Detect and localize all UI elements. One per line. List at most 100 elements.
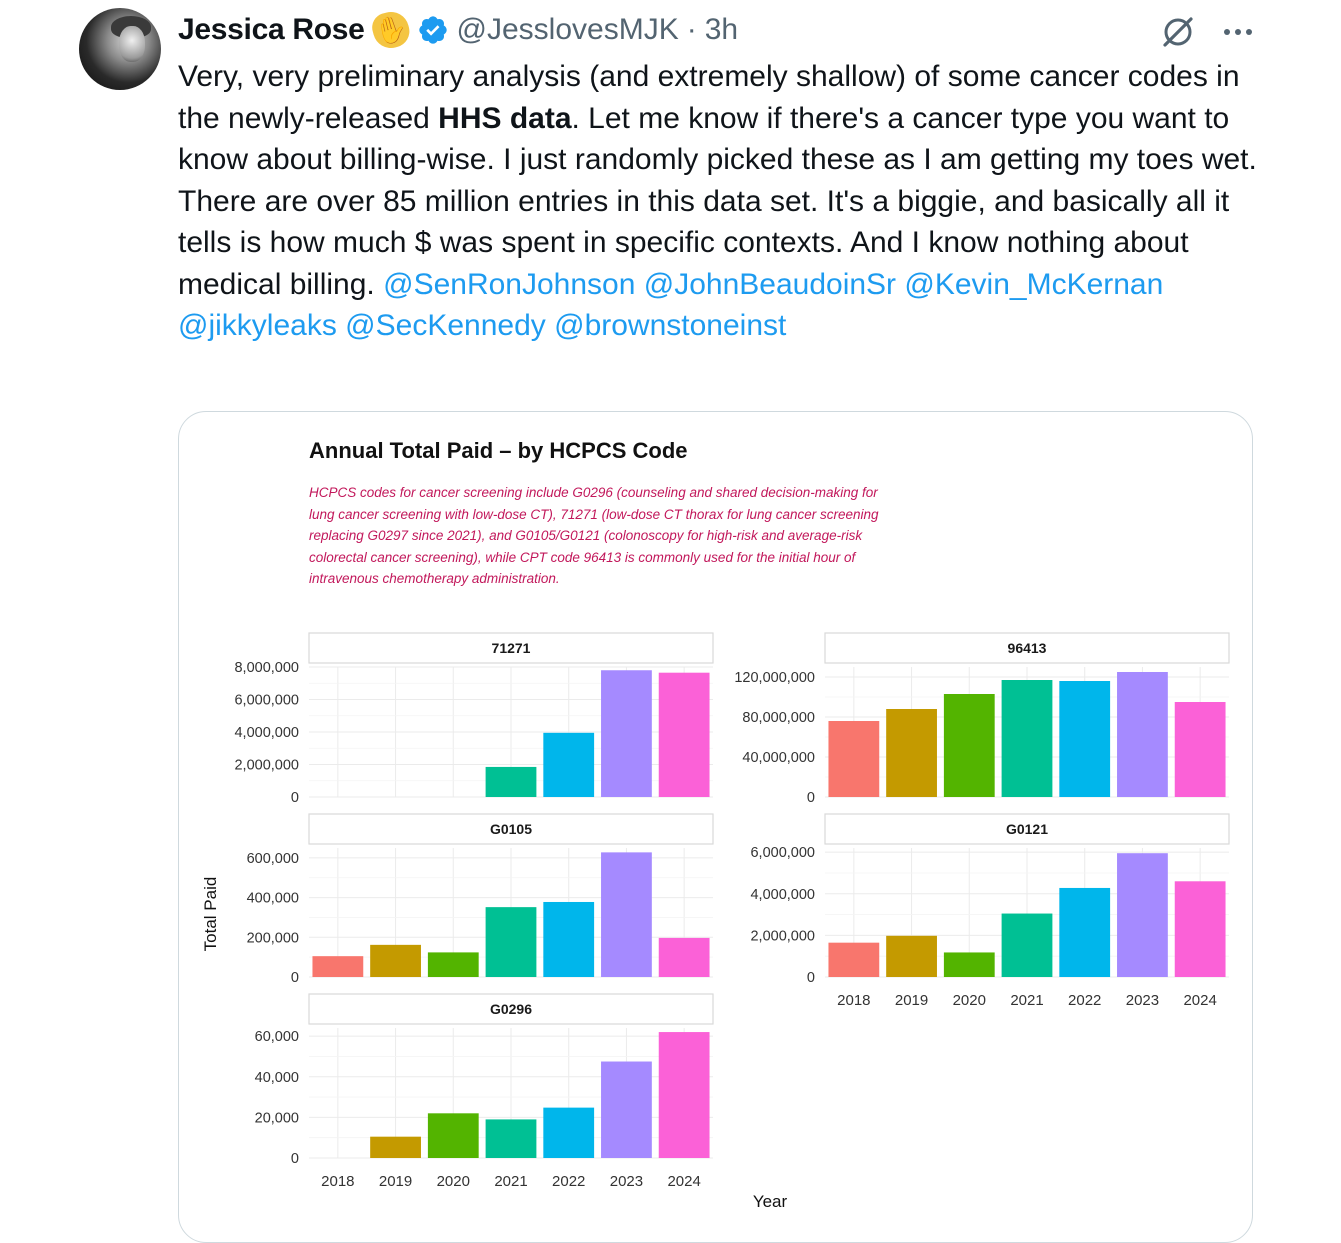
bar-G0105-2018: [312, 956, 364, 977]
bar-71271-2022: [543, 732, 595, 797]
bar-G0105-2020: [427, 952, 479, 977]
verified-badge-icon: [418, 16, 447, 44]
bar-G0105-2021: [485, 907, 537, 977]
mention-link[interactable]: @SenRonJohnson: [383, 267, 636, 301]
bar-G0121-2020: [943, 952, 995, 977]
bar-G0121-2021: [1001, 913, 1053, 977]
x-axis-title: Year: [753, 1192, 788, 1211]
facet-label: 71271: [492, 640, 531, 656]
x-tick-label: 2022: [1068, 992, 1101, 1009]
mention-link[interactable]: @SecKennedy: [345, 309, 546, 342]
bar-G0105-2022: [543, 901, 595, 977]
bar-96413-2024: [1174, 702, 1226, 797]
x-tick-label: 2018: [837, 992, 870, 1009]
bar-96413-2023: [1117, 672, 1168, 797]
y-tick-label: 600,000: [247, 851, 299, 867]
facet-strip: [308, 993, 714, 1025]
y-axis-title: Total Paid: [201, 877, 220, 952]
x-tick-label: 2018: [321, 1173, 354, 1190]
facet-strip: [824, 632, 1230, 664]
bar-71271-2024: [658, 672, 710, 797]
x-tick-label: 2024: [1183, 992, 1216, 1009]
facet-label: 96413: [1008, 640, 1047, 656]
facet-strip: [308, 632, 714, 664]
y-tick-label: 0: [291, 790, 299, 806]
y-tick-label: 0: [291, 1151, 299, 1167]
chart-svg: 71271 0 2,000,000 4,000,000 6,000,000 8,000,0…: [201, 632, 1230, 1211]
call-me-hand-emoji: ✋: [368, 7, 413, 53]
y-tick-label: 4,000,000: [750, 887, 815, 903]
post-text-part2: . Let me know if there's a cancer type y…: [178, 101, 1257, 301]
y-tick-label: 80,000,000: [742, 710, 815, 726]
y-tick-label: 40,000: [255, 1070, 299, 1086]
bar-71271-2023: [601, 670, 652, 797]
bar-G0121-2022: [1059, 887, 1111, 977]
facet-label: G0105: [490, 821, 532, 837]
mention-link[interactable]: @brownstoneinst: [554, 309, 787, 342]
bar-G0296-2019: [370, 1136, 421, 1158]
bar-G0121-2019: [886, 935, 937, 977]
x-tick-label: 2021: [494, 1173, 527, 1190]
y-tick-label: 2,000,000: [234, 758, 299, 774]
y-tick-label: 200,000: [247, 930, 299, 946]
y-tick-label: 0: [291, 970, 299, 986]
bar-G0296-2024: [658, 1032, 710, 1158]
bar-G0105-2024: [658, 937, 710, 977]
bar-G0105-2019: [370, 944, 421, 977]
author-handle[interactable]: @JesslovesMJK: [456, 13, 679, 46]
bar-G0105-2023: [601, 852, 652, 977]
post-actions: [1160, 14, 1254, 50]
facet-label: G0121: [1006, 821, 1048, 837]
bar-96413-2020: [943, 694, 995, 797]
x-tick-label: 2020: [953, 992, 986, 1009]
chart-title: Annual Total Paid – by HCPCS Code: [309, 438, 688, 463]
mention-link[interactable]: @Kevin_McKernan: [904, 267, 1164, 301]
y-tick-label: 40,000,000: [742, 750, 815, 766]
y-tick-label: 8,000,000: [234, 660, 299, 676]
x-tick-label: 2019: [895, 992, 928, 1009]
grok-icon[interactable]: [1160, 14, 1196, 50]
y-tick-label: 20,000: [255, 1110, 299, 1126]
dot-separator: ·: [686, 13, 697, 46]
post-text-bold: HHS data: [438, 101, 572, 135]
y-tick-label: 6,000,000: [234, 693, 299, 709]
mention-link[interactable]: @JohnBeaudoinSr: [643, 267, 897, 301]
bar-96413-2021: [1001, 680, 1053, 797]
facet-label: G0296: [490, 1001, 532, 1017]
mention-link[interactable]: @jikkyleaks: [178, 309, 337, 342]
x-tick-label: 2021: [1010, 992, 1043, 1009]
more-icon[interactable]: [1222, 27, 1254, 37]
post-time[interactable]: 3h: [704, 13, 739, 46]
y-tick-label: 0: [807, 970, 815, 986]
y-tick-label: 2,000,000: [750, 928, 815, 944]
bar-G0121-2024: [1174, 881, 1226, 977]
y-tick-label: 0: [807, 790, 815, 806]
post-header: Jessica Rose ✋ @JesslovesMJK · 3h: [178, 7, 739, 53]
x-tick-label: 2019: [379, 1173, 412, 1190]
x-tick-label: 2024: [667, 1173, 700, 1190]
x-tick-label: 2022: [552, 1173, 585, 1190]
y-tick-label: 120,000,000: [734, 670, 815, 686]
bar-71271-2021: [485, 766, 537, 797]
bar-G0296-2021: [485, 1119, 537, 1158]
post-text: Very, very preliminary analysis (and ext…: [178, 56, 1258, 347]
media-card[interactable]: Annual Total Paid – by HCPCS Code HCPCS …: [178, 411, 1253, 1243]
y-tick-label: 6,000,000: [750, 845, 815, 861]
avatar-face: [119, 26, 145, 62]
y-tick-label: 400,000: [247, 891, 299, 907]
x-tick-label: 2023: [610, 1173, 643, 1190]
y-tick-label: 60,000: [255, 1029, 299, 1045]
facet-strip: [824, 813, 1230, 845]
bar-G0296-2022: [543, 1107, 595, 1158]
chart-subtitle: HCPCS codes for cancer screening include…: [309, 485, 879, 586]
bar-G0296-2020: [427, 1113, 479, 1158]
bar-G0121-2023: [1117, 853, 1168, 977]
author-name[interactable]: Jessica Rose: [178, 13, 365, 46]
x-tick-label: 2023: [1126, 992, 1159, 1009]
bar-96413-2018: [828, 721, 880, 797]
post-text-part1: Very, very preliminary analysis (and ext…: [178, 60, 1240, 135]
bar-G0121-2018: [828, 942, 880, 977]
avatar[interactable]: [79, 8, 161, 90]
x-tick-label: 2020: [437, 1173, 470, 1190]
bar-96413-2022: [1059, 681, 1111, 797]
